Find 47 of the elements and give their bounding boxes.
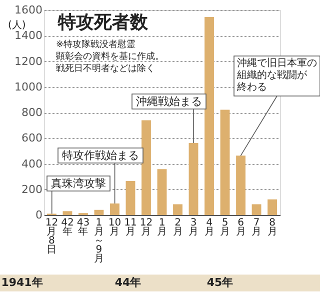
x-tick-label: 12月 — [140, 218, 153, 238]
bar — [62, 211, 72, 215]
y-tick-label: 800 — [22, 106, 42, 119]
x-tick-label: 1月～9月 — [94, 218, 104, 264]
x-tick-label: 11月 — [124, 218, 137, 238]
y-tick-label: 200 — [22, 182, 42, 196]
x-tick-label: 8月 — [267, 218, 278, 238]
x-tick-label: 10月 — [108, 218, 122, 238]
bar — [204, 17, 214, 215]
y-tick-label: 1000 — [14, 80, 42, 94]
annotation: 沖縄戦始まる — [136, 95, 202, 108]
annotation: 特攻作戦始まる — [62, 149, 139, 162]
bar — [157, 169, 167, 215]
x-tick-label: 12月8日 — [45, 218, 58, 256]
x-tick-label: 5月 — [220, 218, 230, 238]
bar — [142, 120, 151, 215]
text: 45年 — [206, 276, 234, 289]
x-tick-label: 4月 — [204, 218, 214, 238]
y-axis-title: (人) — [8, 20, 26, 31]
bar — [94, 210, 104, 215]
bar — [188, 142, 198, 215]
x-tick-label: 42年 — [61, 218, 74, 238]
x-tick-label: 3月 — [188, 218, 199, 238]
bar — [220, 110, 230, 215]
bar — [268, 199, 277, 215]
chart-title: 特攻死者数 — [57, 12, 149, 33]
bar — [173, 204, 182, 215]
x-tick-label: 43年 — [76, 218, 90, 238]
y-tick-label: 0 — [36, 208, 42, 222]
x-tick-label: 7月 — [252, 218, 262, 238]
bar — [126, 181, 136, 215]
annotation: 沖縄で旧日本軍の組織的な戦闘が終わる — [236, 57, 317, 93]
x-tick-label: 1月 — [157, 218, 167, 238]
x-tick-label: 2月 — [172, 218, 183, 238]
y-tick-label: 600 — [22, 132, 42, 145]
text: 1941年 — [1, 276, 43, 289]
y-tick-label: 1600 — [14, 4, 42, 16]
bar — [252, 204, 262, 215]
bar — [236, 156, 246, 215]
annotation: ※特攻隊戦没者慰霊顕彰会の資料を基に作成。戦死日不明者などは除く — [55, 39, 164, 74]
y-tick-label: 400 — [22, 157, 42, 170]
text: 44年 — [114, 276, 142, 289]
bar — [110, 203, 120, 215]
y-tick-label: 1200 — [14, 54, 42, 68]
annotation: 真珠湾攻撃 — [51, 177, 106, 190]
y-tick-label: 1400 — [14, 29, 42, 42]
x-tick-label: 6月 — [236, 218, 246, 238]
